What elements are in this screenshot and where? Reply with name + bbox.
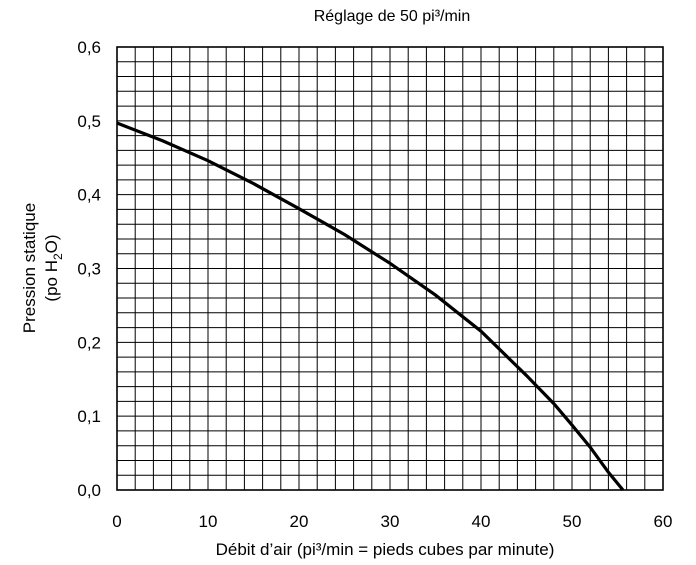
y-tick-label: 0,3 bbox=[77, 260, 101, 279]
y-tick-label: 0,2 bbox=[77, 333, 101, 352]
y-axis-title-line1: Pression statique bbox=[20, 203, 39, 333]
x-tick-label: 20 bbox=[290, 512, 309, 531]
y-axis-title: Pression statique (po H2O) bbox=[20, 203, 65, 333]
y-axis-title-line2: (po H2O) bbox=[42, 234, 65, 301]
x-tick-label: 40 bbox=[472, 512, 491, 531]
data-series-line bbox=[116, 121, 625, 492]
x-tick-labels: 0 10 20 30 40 50 60 bbox=[112, 512, 672, 531]
y-tick-label: 0,5 bbox=[77, 112, 101, 131]
plot-frame bbox=[116, 46, 664, 491]
grid bbox=[117, 47, 663, 490]
x-tick-label: 50 bbox=[563, 512, 582, 531]
x-tick-label: 30 bbox=[381, 512, 400, 531]
y-tick-label: 0,0 bbox=[77, 481, 101, 500]
x-tick-label: 60 bbox=[654, 512, 673, 531]
y-tick-labels: 0,0 0,1 0,2 0,3 0,4 0,5 0,6 bbox=[77, 38, 101, 500]
y-tick-label: 0,1 bbox=[77, 407, 101, 426]
y-axis-title-subscript: 2 bbox=[51, 253, 65, 260]
y-tick-label: 0,6 bbox=[77, 38, 101, 57]
y-axis-title-suffix: O) bbox=[42, 234, 61, 253]
y-tick-label: 0,4 bbox=[77, 186, 101, 205]
x-tick-label: 0 bbox=[112, 512, 121, 531]
y-axis-title-prefix: (po H bbox=[42, 260, 61, 302]
x-axis-title: Débit d’air (pi³/min = pieds cubes par m… bbox=[216, 540, 555, 559]
x-tick-label: 10 bbox=[199, 512, 218, 531]
chart-title: Réglage de 50 pi³/min bbox=[314, 8, 471, 25]
